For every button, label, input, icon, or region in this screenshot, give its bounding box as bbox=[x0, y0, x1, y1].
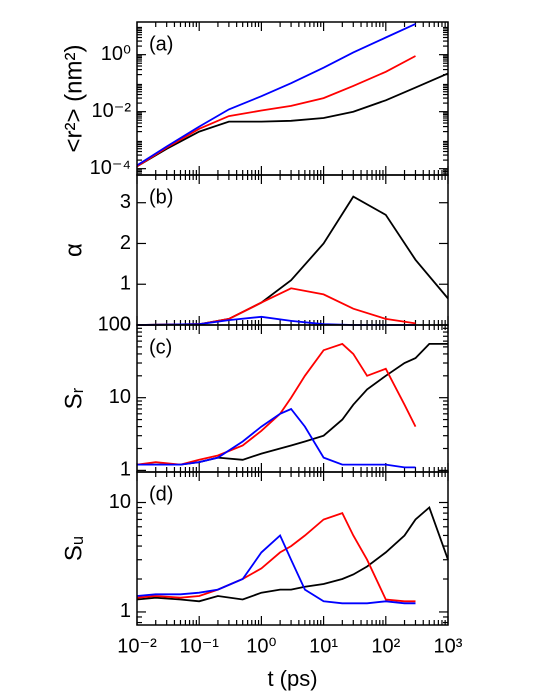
series-line bbox=[136, 534, 416, 605]
y-axis-label: Sᵤ bbox=[60, 536, 87, 561]
y-axis-label: <r²> (nm²) bbox=[60, 45, 87, 153]
y-tick-label: 10⁻⁴ bbox=[90, 157, 131, 179]
y-tick-label: 10 bbox=[109, 491, 131, 513]
x-tick-label: 10¹ bbox=[309, 635, 338, 657]
panel-label: (b) bbox=[149, 186, 173, 208]
panel-label: (a) bbox=[149, 33, 173, 55]
panel-label: (c) bbox=[149, 336, 172, 358]
series-line bbox=[136, 23, 416, 167]
series-line bbox=[136, 511, 416, 603]
y-tick-label: 2 bbox=[120, 232, 131, 254]
x-tick-label: 10⁻¹ bbox=[179, 635, 219, 657]
plot-frame bbox=[136, 21, 449, 176]
series-line bbox=[136, 72, 449, 168]
y-tick-label: 10 bbox=[109, 386, 131, 408]
y-tick-label: 0 bbox=[120, 313, 131, 335]
y-tick-label: 1 bbox=[120, 459, 131, 481]
y-tick-label: 3 bbox=[120, 191, 131, 213]
x-axis-label: t (ps) bbox=[267, 666, 317, 691]
series-line bbox=[136, 55, 416, 168]
y-tick-label: 10⁰ bbox=[101, 43, 131, 65]
y-tick-label: 100 bbox=[98, 313, 131, 335]
series-line bbox=[136, 505, 449, 603]
series-line bbox=[137, 407, 416, 469]
series-line bbox=[136, 315, 416, 326]
plot-frame bbox=[136, 471, 449, 626]
y-tick-label: 1 bbox=[120, 600, 131, 622]
y-axis-label: α bbox=[60, 243, 87, 257]
x-tick-label: 10³ bbox=[434, 635, 463, 657]
y-axis-label: Sᵣ bbox=[60, 387, 87, 409]
series-line bbox=[136, 342, 417, 466]
x-tick-label: 10² bbox=[371, 635, 400, 657]
series-line bbox=[136, 195, 449, 326]
x-tick-label: 10⁻² bbox=[117, 635, 157, 657]
y-tick-label: 10⁻² bbox=[92, 100, 132, 122]
y-tick-label: 1 bbox=[120, 273, 131, 295]
series-line bbox=[137, 343, 448, 466]
plot-frame bbox=[136, 174, 449, 326]
x-tick-label: 10⁰ bbox=[246, 635, 276, 657]
panel-label: (d) bbox=[149, 483, 173, 505]
